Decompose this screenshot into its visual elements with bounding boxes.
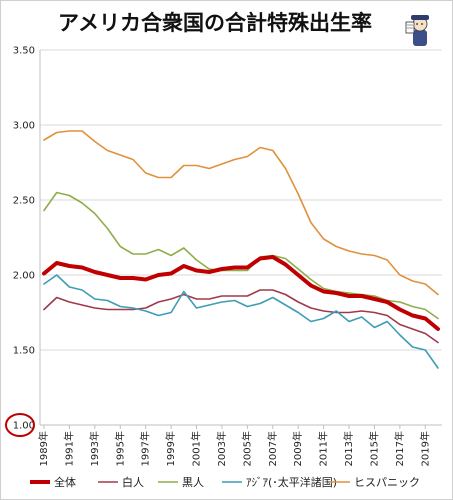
x-tick-label: 2017年 (393, 431, 406, 466)
y-tick-label: 3.00 (13, 121, 35, 132)
x-tick-label: 1999年 (164, 431, 177, 466)
y-axis: 1.00 1.50 2.00 2.50 3.00 3.50 (13, 46, 35, 432)
legend-label-3: ｱｼﾞｱ(･太平洋諸国) (246, 475, 337, 489)
y-tick-label: 1.00 (13, 421, 35, 432)
x-tick-label: 2005年 (240, 431, 253, 466)
x-tick-label: 2019年 (418, 431, 431, 466)
highlight-circle (5, 413, 35, 437)
x-tick-label: 1991年 (62, 431, 75, 466)
y-tick-label: 2.50 (13, 196, 35, 207)
chart-title: アメリカ合衆国の合計特殊出生率 (58, 11, 372, 35)
x-tick-label: 2001年 (190, 431, 203, 466)
series-lines (42, 130, 440, 369)
x-axis: 1989年 1991年 1993年 1995年 1997年 1999年 2001年 2003年… (37, 425, 431, 466)
series-line-1 (43, 289, 439, 344)
series-line-3 (43, 274, 439, 369)
y-tick-label: 2.00 (13, 271, 35, 282)
y-tick-label: 3.50 (13, 46, 35, 57)
series-line-0 (42, 255, 440, 331)
legend-label-0: 全体 (54, 475, 76, 489)
x-tick-label: 2003年 (215, 431, 228, 466)
x-tick-label: 1989年 (37, 431, 50, 466)
series-line-4 (43, 130, 439, 296)
x-tick-label: 2013年 (342, 431, 355, 466)
x-tick-label: 2009年 (291, 431, 304, 466)
legend: 全体 白人 黒人 ｱｼﾞｱ(･太平洋諸国) ヒスパニック (30, 475, 420, 489)
y-tick-label: 1.50 (13, 346, 35, 357)
x-tick-label: 2015年 (367, 431, 380, 466)
x-tick-label: 2011年 (317, 431, 330, 466)
x-tick-label: 1997年 (139, 431, 152, 466)
x-tick-label: 1995年 (113, 431, 126, 466)
legend-label-2: 黒人 (182, 476, 204, 489)
legend-label-1: 白人 (122, 475, 144, 489)
x-tick-label: 2007年 (266, 431, 279, 466)
grid (39, 49, 442, 426)
x-tick-label: 1993年 (88, 431, 101, 466)
series-line-2 (43, 191, 439, 320)
legend-label-4: ヒスパニック (354, 476, 420, 489)
reporter-mascot-icon (405, 15, 429, 46)
